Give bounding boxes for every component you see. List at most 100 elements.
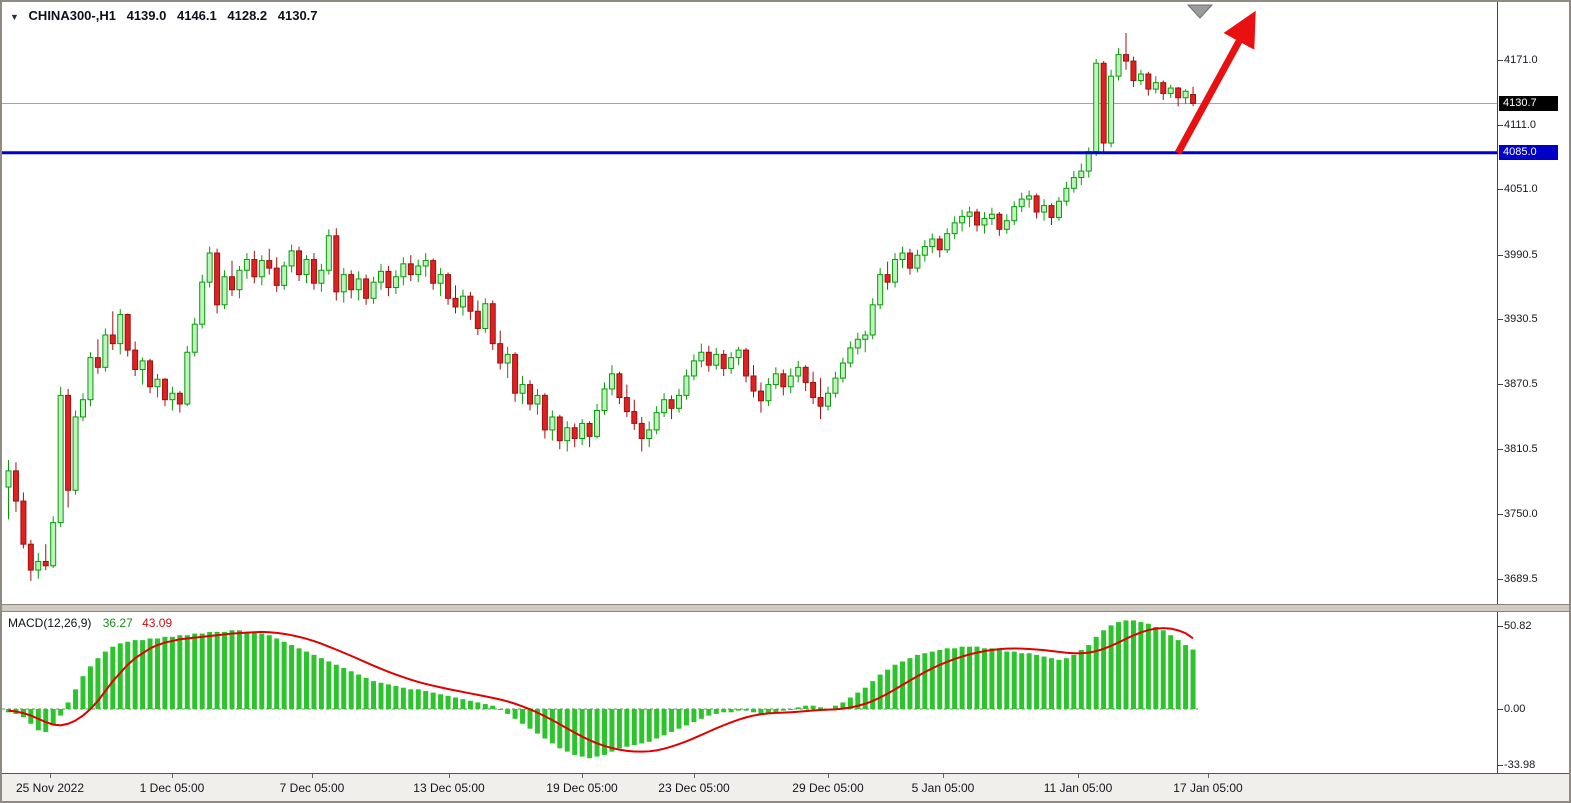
candle-body [534, 394, 541, 405]
price-tick-label: 3810.5 [1504, 442, 1538, 455]
candle-body [1145, 73, 1152, 90]
macd-histogram-bar [1049, 658, 1054, 709]
macd-histogram-bar [1101, 630, 1107, 709]
macd-histogram-bar [1160, 630, 1166, 709]
candle-body [1011, 206, 1018, 222]
candle-body [459, 295, 466, 308]
candle-body [772, 373, 779, 386]
macd-histogram-bar [840, 702, 846, 709]
macd-histogram-bar [803, 705, 809, 709]
candlestick-chart[interactable] [2, 2, 1497, 604]
candle-body [795, 366, 802, 377]
candle-body [333, 235, 340, 293]
candle-body [683, 375, 690, 396]
candle-body [80, 399, 86, 418]
candle-body [214, 252, 221, 306]
macd-scale[interactable]: 50.82 0.00 -33.98 [1497, 612, 1569, 773]
ohlc-close-value: 4130.7 [277, 8, 318, 23]
scale-tick-mark [1498, 319, 1503, 321]
macd-histogram-bar [43, 709, 49, 732]
candle-body [936, 238, 943, 251]
macd-histogram-bar [602, 709, 607, 755]
macd-histogram-bar [281, 641, 287, 709]
down-triangle-marker-icon[interactable] [1186, 4, 1214, 19]
macd-histogram-bar [1138, 622, 1144, 709]
macd-histogram-bar [520, 709, 526, 724]
candle-body [579, 422, 586, 440]
candle-body [378, 270, 384, 283]
macd-histogram-bar [348, 671, 354, 709]
candle-body [586, 422, 593, 437]
candle-body [147, 360, 154, 388]
candle-body [392, 276, 399, 289]
candle-body [571, 427, 578, 440]
candle-body [437, 274, 444, 284]
macd-histogram-bar [691, 709, 697, 723]
macd-histogram-bar [765, 709, 771, 714]
macd-histogram-bar [959, 646, 965, 709]
candle-body [825, 392, 831, 407]
macd-histogram-bar [482, 704, 488, 709]
candle-body [810, 381, 817, 399]
quick-trade-triangle-icon[interactable]: ▼ [10, 12, 19, 22]
candle-body [124, 314, 131, 351]
candle-body [631, 411, 638, 424]
candle-body [832, 377, 839, 394]
macd-histogram-bar [385, 684, 391, 709]
price-tick-label: 4171.0 [1504, 54, 1538, 66]
candle-body [541, 394, 548, 431]
macd-panel[interactable]: MACD(12,26,9) 36.27 43.09 [2, 612, 1497, 773]
candle-body [206, 252, 213, 283]
trend-arrow-annotation[interactable] [1174, 10, 1256, 155]
scale-tick-mark [1498, 625, 1503, 627]
macd-histogram-bar [266, 635, 272, 709]
candle-body [1018, 198, 1025, 208]
macd-histogram-bar [773, 709, 779, 713]
panel-separator[interactable] [2, 604, 1569, 612]
candle-body [497, 343, 504, 364]
candle-body [251, 259, 258, 278]
price-scale[interactable]: 4130.7 4085.0 4171.0 4111.0 4051.0 3990.5 39… [1497, 2, 1569, 604]
candle-body [974, 211, 980, 226]
candle-body [512, 353, 519, 394]
macd-chart[interactable] [2, 612, 1497, 773]
candle-body [653, 412, 660, 431]
ohlc-low-value: 4128.2 [227, 8, 268, 23]
macd-histogram-bar [192, 633, 198, 709]
candle-body [929, 238, 936, 248]
macd-histogram-bar [1034, 654, 1040, 709]
macd-histogram-bar [58, 709, 64, 716]
macd-histogram-bar [512, 709, 518, 719]
candle-body [1100, 62, 1107, 144]
main-chart-panel[interactable]: ▼ CHINA300-,H1 4139.0 4146.1 4128.2 4130… [2, 2, 1497, 604]
macd-histogram-bar [847, 697, 853, 709]
macd-histogram-bar [393, 686, 399, 709]
price-tick-label: 3870.5 [1504, 378, 1538, 391]
time-axis[interactable]: 25 Nov 2022 1 Dec 05:00 7 Dec 05:00 13 Dec … [2, 773, 1569, 801]
macd-histogram-bar [438, 694, 444, 709]
macd-histogram-bar [989, 648, 995, 709]
candle-body [1078, 170, 1085, 179]
candle-body [310, 259, 317, 284]
ohlc-open-value: 4139.0 [126, 8, 167, 23]
candle-body [27, 543, 34, 571]
macd-histogram-bar [169, 636, 175, 709]
candle-body [370, 281, 377, 299]
candle-body [690, 360, 697, 377]
macd-histogram-bar [810, 705, 816, 709]
macd-histogram-bar [87, 666, 93, 709]
macd-histogram-bar [683, 709, 689, 726]
macd-label: MACD(12,26,9) [8, 616, 92, 630]
candle-body [430, 260, 437, 284]
macd-histogram-bar [1093, 636, 1099, 709]
candle-body [988, 213, 995, 220]
candle-body [482, 303, 489, 330]
candle-body [139, 360, 146, 371]
macd-histogram-bar [1190, 649, 1196, 709]
candle-body [20, 500, 27, 545]
macd-histogram-bar [467, 700, 473, 709]
candle-body [884, 274, 891, 283]
candle-body [72, 416, 79, 491]
candle-body [608, 373, 615, 390]
macd-histogram-bar [818, 707, 824, 709]
